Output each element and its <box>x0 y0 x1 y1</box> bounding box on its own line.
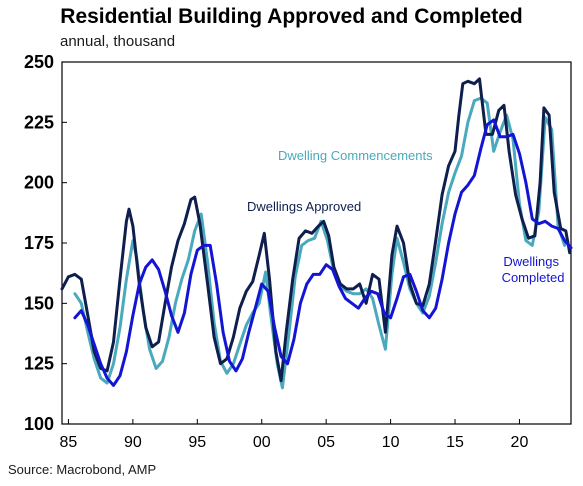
y-axis-units-label: annual, thousand <box>60 33 176 50</box>
annotation-completed-line-2: Completed <box>502 270 565 285</box>
annotation-dwellings-approved: Dwellings Approved <box>247 199 361 214</box>
plot-area-frame <box>61 61 572 425</box>
x-tick-label-95: 95 <box>188 434 206 451</box>
annotation-dwellings-completed: Dwellings Completed <box>502 254 565 285</box>
x-tick-label-10: 10 <box>382 434 400 451</box>
series-line-completed <box>73 118 573 387</box>
y-tick-label-100: 100 <box>24 414 54 434</box>
x-axis-ticks: 85 90 95 00 05 10 15 20 <box>60 419 529 451</box>
y-tick-label-150: 150 <box>24 293 54 313</box>
series-lines <box>60 77 573 390</box>
y-axis-ticks: 100 125 150 175 200 225 250 <box>24 52 67 434</box>
y-tick-label-175: 175 <box>24 233 54 253</box>
x-tick-label-90: 90 <box>124 434 142 451</box>
source-note: Source: Macrobond, AMP <box>8 462 157 477</box>
x-tick-label-15: 15 <box>446 434 464 451</box>
x-tick-label-00: 00 <box>253 434 271 451</box>
annotation-approved-line-1: Dwellings Approved <box>247 199 361 214</box>
x-tick-label-20: 20 <box>511 434 529 451</box>
annotation-completed-line-1: Dwellings <box>503 254 559 269</box>
x-tick-label-85: 85 <box>60 434 78 451</box>
annotation-dwelling-commencements: Dwelling Commencements <box>278 148 433 163</box>
series-line-commencements <box>73 96 567 390</box>
chart-title: Residential Building Approved and Comple… <box>60 5 523 28</box>
series-line-approved <box>60 77 572 383</box>
y-tick-label-250: 250 <box>24 52 54 72</box>
y-tick-label-225: 225 <box>24 112 54 132</box>
y-tick-label-125: 125 <box>24 354 54 374</box>
annotation-commencements-line-1: Dwelling Commencements <box>278 148 433 163</box>
x-tick-label-05: 05 <box>317 434 335 451</box>
y-tick-label-200: 200 <box>24 173 54 193</box>
